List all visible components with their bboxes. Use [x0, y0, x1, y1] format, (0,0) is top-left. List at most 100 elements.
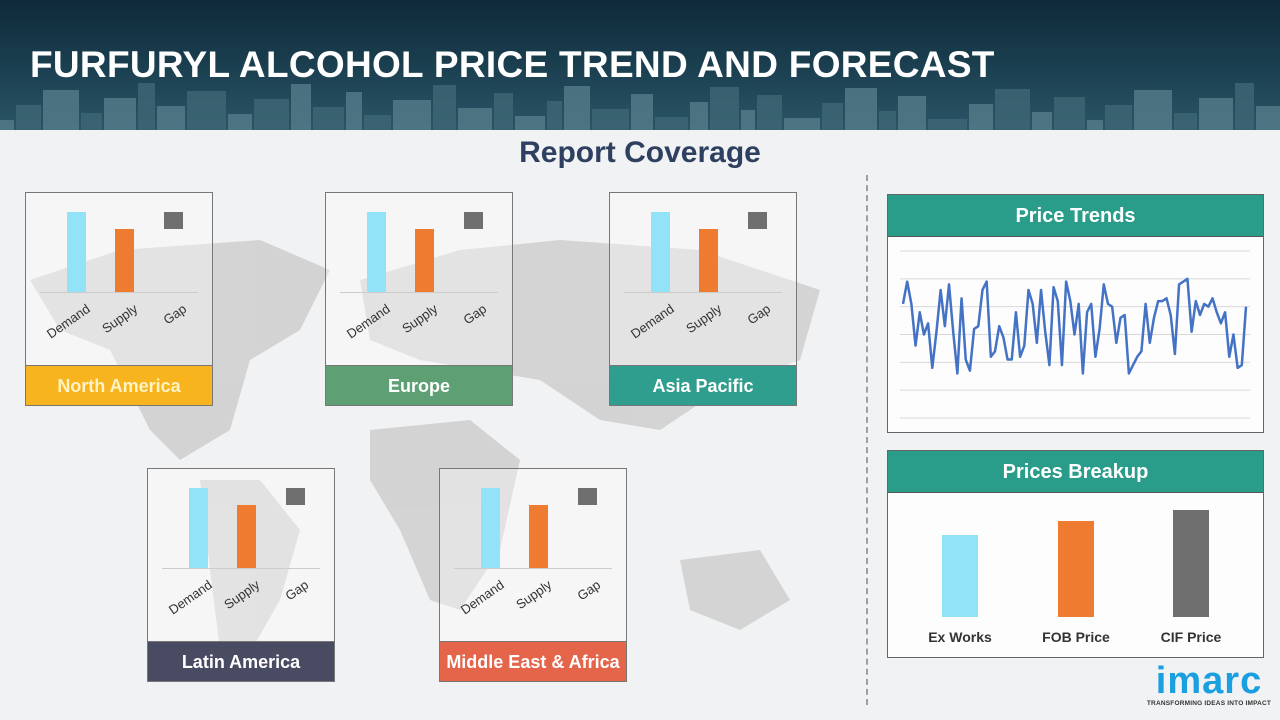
building — [1256, 106, 1280, 130]
axis-label-demand: Demand — [165, 577, 215, 618]
price-bar-fob-price — [1058, 520, 1094, 617]
demand-bar — [67, 212, 86, 292]
building — [995, 89, 1030, 130]
gap-bar — [748, 212, 767, 229]
building — [16, 105, 41, 130]
region-card-north-america: Demand Supply Gap North America — [25, 192, 213, 406]
building — [104, 98, 136, 130]
building — [393, 100, 431, 130]
building — [433, 85, 456, 130]
building — [43, 90, 79, 130]
supply-bar — [115, 228, 134, 292]
demand-bar — [367, 212, 386, 292]
axis-label-demand: Demand — [457, 577, 507, 618]
region-card-europe: Demand Supply Gap Europe — [325, 192, 513, 406]
region-label: Middle East & Africa — [440, 641, 626, 681]
building — [898, 96, 926, 130]
building — [822, 103, 843, 130]
chart-baseline — [624, 292, 782, 293]
building — [1235, 83, 1254, 130]
demand-bar — [189, 488, 208, 568]
header-banner: FURFURYL ALCOHOL PRICE TREND AND FORECAS… — [0, 0, 1280, 130]
chart-baseline — [162, 568, 320, 569]
axis-label-gap: Gap — [460, 301, 490, 328]
axis-label-gap: Gap — [744, 301, 774, 328]
axis-label-demand: Demand — [627, 301, 677, 342]
region-label: North America — [26, 365, 212, 405]
supply-bar — [415, 228, 434, 292]
axis-label-demand: Demand — [43, 301, 93, 342]
region-label: Latin America — [148, 641, 334, 681]
building — [631, 94, 653, 130]
building — [564, 86, 590, 130]
building — [291, 84, 311, 130]
building — [81, 113, 102, 130]
region-label: Asia Pacific — [610, 365, 796, 405]
divider — [866, 175, 868, 705]
imarc-logo: imarc TRANSFORMING IDEAS INTO IMPACT — [1146, 662, 1272, 707]
building — [157, 106, 185, 130]
gap-bar — [578, 488, 597, 505]
chart-baseline — [454, 568, 612, 569]
price-trend-line — [901, 277, 1248, 375]
gap-bar — [286, 488, 305, 505]
prices-breakup-panel: Prices Breakup Ex Works FOB Price CIF Pr… — [887, 450, 1264, 658]
building — [364, 115, 391, 130]
city-skyline-image — [0, 83, 1280, 130]
axis-label-supply: Supply — [221, 577, 263, 613]
supply-bar — [529, 504, 548, 568]
building — [784, 118, 820, 130]
region-card-middle-east-africa: Demand Supply Gap Middle East & Africa — [439, 468, 627, 682]
demand-bar — [651, 212, 670, 292]
building — [138, 83, 155, 130]
axis-label-demand: Demand — [343, 301, 393, 342]
price-bar-ex-works — [942, 534, 978, 617]
building — [187, 91, 226, 130]
axis-label-supply: Supply — [99, 301, 141, 337]
building — [969, 104, 993, 130]
page-title: FURFURYL ALCOHOL PRICE TREND AND FORECAS… — [30, 44, 995, 85]
price-bar-label: CIF Price — [1160, 629, 1222, 645]
building — [1032, 112, 1052, 130]
building — [458, 108, 492, 130]
building — [710, 87, 739, 130]
prices-breakup-title: Prices Breakup — [888, 451, 1263, 493]
building — [515, 116, 545, 130]
building — [592, 109, 629, 130]
building — [1174, 113, 1197, 130]
chart-baseline — [40, 292, 198, 293]
logo-word: imarc — [1155, 660, 1263, 702]
building — [928, 119, 967, 130]
supply-bar — [237, 504, 256, 568]
building — [1054, 97, 1085, 130]
region-label: Europe — [326, 365, 512, 405]
section-title: Report Coverage — [519, 136, 761, 169]
price-trends-chart — [900, 250, 1250, 419]
price-bar-label: FOB Price — [1042, 629, 1110, 645]
building — [879, 111, 896, 130]
building — [845, 88, 877, 130]
building — [1134, 90, 1172, 130]
region-card-asia-pacific: Demand Supply Gap Asia Pacific — [609, 192, 797, 406]
building — [547, 101, 562, 130]
building — [741, 110, 755, 130]
price-bar-label: Ex Works — [928, 629, 992, 645]
axis-label-supply: Supply — [399, 301, 441, 337]
supply-bar — [699, 228, 718, 292]
building — [254, 99, 289, 130]
building — [690, 102, 708, 130]
building — [1199, 98, 1233, 130]
price-trends-panel: Price Trends — [887, 194, 1264, 433]
building — [0, 120, 14, 130]
axis-label-gap: Gap — [282, 577, 312, 604]
axis-label-gap: Gap — [160, 301, 190, 328]
building — [313, 107, 344, 130]
price-bar-cif-price — [1173, 510, 1209, 617]
gap-bar — [464, 212, 483, 229]
axis-label-gap: Gap — [574, 577, 604, 604]
demand-bar — [481, 488, 500, 568]
axis-label-supply: Supply — [513, 577, 555, 613]
logo-tagline: TRANSFORMING IDEAS INTO IMPACT — [1146, 700, 1272, 707]
building — [655, 117, 688, 130]
building — [346, 92, 362, 130]
